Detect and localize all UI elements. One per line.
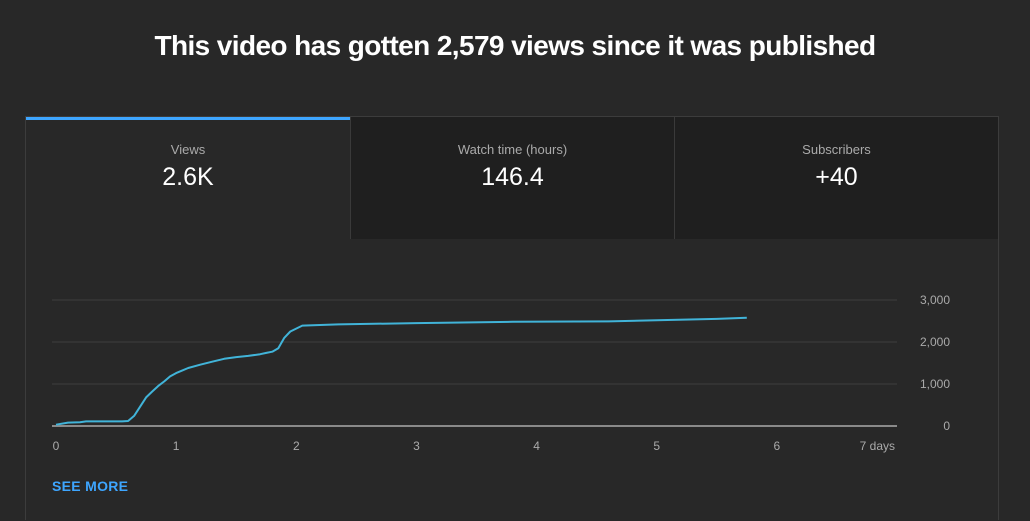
tab-value: 2.6K	[162, 163, 214, 191]
tab-label: Subscribers	[802, 142, 871, 157]
views-series-line	[55, 316, 747, 426]
x-tick-label: 5	[653, 439, 660, 453]
metric-tabs: Views 2.6K Watch time (hours) 146.4 Subs…	[26, 117, 998, 239]
tab-label: Watch time (hours)	[457, 142, 568, 157]
tab-views[interactable]: Views 2.6K	[26, 117, 350, 239]
x-tick-label: 2	[293, 439, 300, 453]
x-tick-label: 1	[173, 439, 180, 453]
tab-value: 146.4	[481, 163, 544, 191]
x-tick-label: 4	[533, 439, 540, 453]
y-tick-label: 0	[943, 419, 950, 433]
x-tick-label: 0	[53, 439, 60, 453]
views-line-chart: 0 1,000 2,000 3,000 0 1 2 3 4 5 6 7 days	[52, 293, 950, 453]
x-tick-label: 6	[774, 439, 781, 453]
tab-value: +40	[815, 163, 858, 191]
x-tick-label: 3	[413, 439, 420, 453]
y-tick-label: 3,000	[920, 293, 950, 307]
y-tick-label: 1,000	[920, 377, 950, 391]
see-more-link[interactable]: SEE MORE	[52, 478, 129, 494]
x-tick-label: 7 days	[860, 439, 895, 453]
analytics-card: Views 2.6K Watch time (hours) 146.4 Subs…	[25, 116, 999, 520]
tab-label: Views	[170, 142, 206, 157]
tab-subscribers[interactable]: Subscribers +40	[674, 117, 998, 239]
y-tick-label: 2,000	[920, 335, 950, 349]
tab-watch-time[interactable]: Watch time (hours) 146.4	[350, 117, 674, 239]
page-title: This video has gotten 2,579 views since …	[154, 30, 876, 61]
